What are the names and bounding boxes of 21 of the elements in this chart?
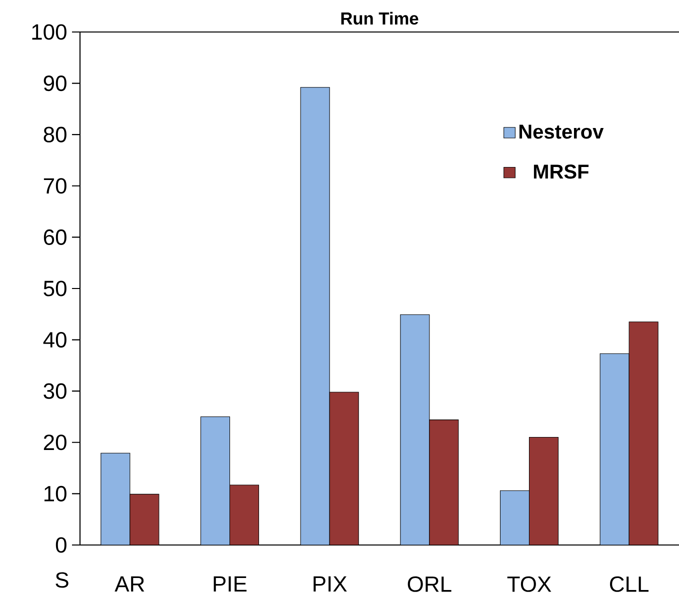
x-tick-label: ORL	[408, 576, 452, 592]
y-tick-label: 60	[44, 229, 66, 245]
y-tick-label: 20	[44, 434, 66, 450]
x-tick-label: TOX	[507, 576, 552, 592]
y-tick-label: 70	[44, 178, 66, 194]
x-tick-label: PIX	[314, 576, 347, 592]
x-tick-label: AR	[114, 576, 144, 592]
y-tick-label: 50	[44, 280, 66, 296]
y-tick-label: 10	[44, 486, 66, 502]
chart-title: Run Time	[341, 12, 418, 25]
y-tick-label: 80	[44, 126, 66, 142]
x-tick-label: PIE	[214, 576, 247, 592]
legend-label: Nesterov	[519, 124, 604, 139]
y-tick-label: 30	[44, 383, 66, 399]
y-tick-label: 40	[43, 332, 66, 348]
x-tick-label: CLL	[610, 576, 649, 592]
y-tick-label: 100	[32, 24, 66, 40]
text: S	[56, 572, 68, 588]
y-tick-label: 0	[56, 537, 66, 553]
legend-label: MRSF	[534, 164, 589, 179]
y-tick-label: 90	[44, 75, 66, 92]
